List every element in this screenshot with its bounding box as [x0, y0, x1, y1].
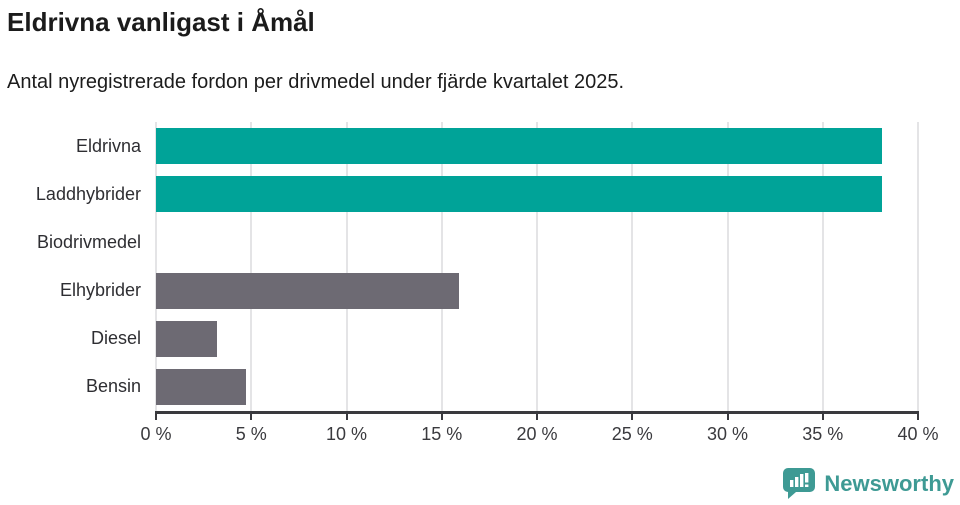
- newsworthy-logo-icon: [783, 468, 816, 499]
- x-gridline: [631, 122, 634, 411]
- x-gridline: [917, 122, 919, 411]
- x-tick-label: 15 %: [421, 424, 463, 444]
- x-tick-label: 0 %: [140, 424, 172, 444]
- x-gridline: [536, 122, 538, 411]
- chart-title: Eldrivna vanligast i Åmål: [7, 7, 315, 37]
- bar-elhybrider: [156, 272, 459, 309]
- x-tick-label: 35 %: [802, 424, 844, 444]
- category-label: Elhybrider: [59, 280, 141, 301]
- x-tick-mark: [155, 411, 157, 420]
- x-tick-mark: [821, 411, 824, 420]
- x-gridline: [345, 122, 348, 411]
- bar-laddhybrider: [156, 176, 882, 213]
- category-label: Laddhybrider: [35, 183, 141, 204]
- x-gridline: [440, 122, 443, 411]
- x-tick-label: 20 %: [516, 424, 558, 444]
- x-tick-mark: [536, 411, 538, 420]
- brand-footer: Newsworthy: [782, 467, 954, 500]
- x-tick-mark: [917, 411, 919, 420]
- brand-wordmark: Newsworthy: [824, 470, 954, 496]
- x-tick-mark: [250, 411, 253, 420]
- bar-bensin: [156, 368, 246, 405]
- x-gridline: [155, 122, 157, 411]
- x-gridline: [726, 122, 729, 411]
- chart-subtitle: Antal nyregistrerade fordon per drivmede…: [7, 71, 625, 93]
- x-tick-mark: [345, 411, 348, 420]
- x-gridline: [250, 122, 253, 411]
- bar-diesel: [156, 320, 217, 357]
- x-tick-mark: [440, 411, 443, 420]
- category-label: Eldrivna: [75, 135, 141, 156]
- x-tick-label: 25 %: [611, 424, 653, 444]
- x-axis-line: [155, 411, 919, 414]
- x-tick-mark: [631, 411, 634, 420]
- x-tick-label: 5 %: [235, 424, 267, 444]
- x-tick-label: 40 %: [897, 424, 939, 444]
- x-tick-label: 30 %: [706, 424, 749, 444]
- category-label: Bensin: [85, 376, 141, 397]
- bar-eldrivna: [156, 128, 882, 165]
- x-tick-label: 10 %: [325, 424, 368, 444]
- category-label: Biodrivmedel: [36, 231, 141, 252]
- x-gridline: [821, 122, 824, 411]
- x-tick-mark: [726, 411, 729, 420]
- category-label: Diesel: [90, 328, 141, 349]
